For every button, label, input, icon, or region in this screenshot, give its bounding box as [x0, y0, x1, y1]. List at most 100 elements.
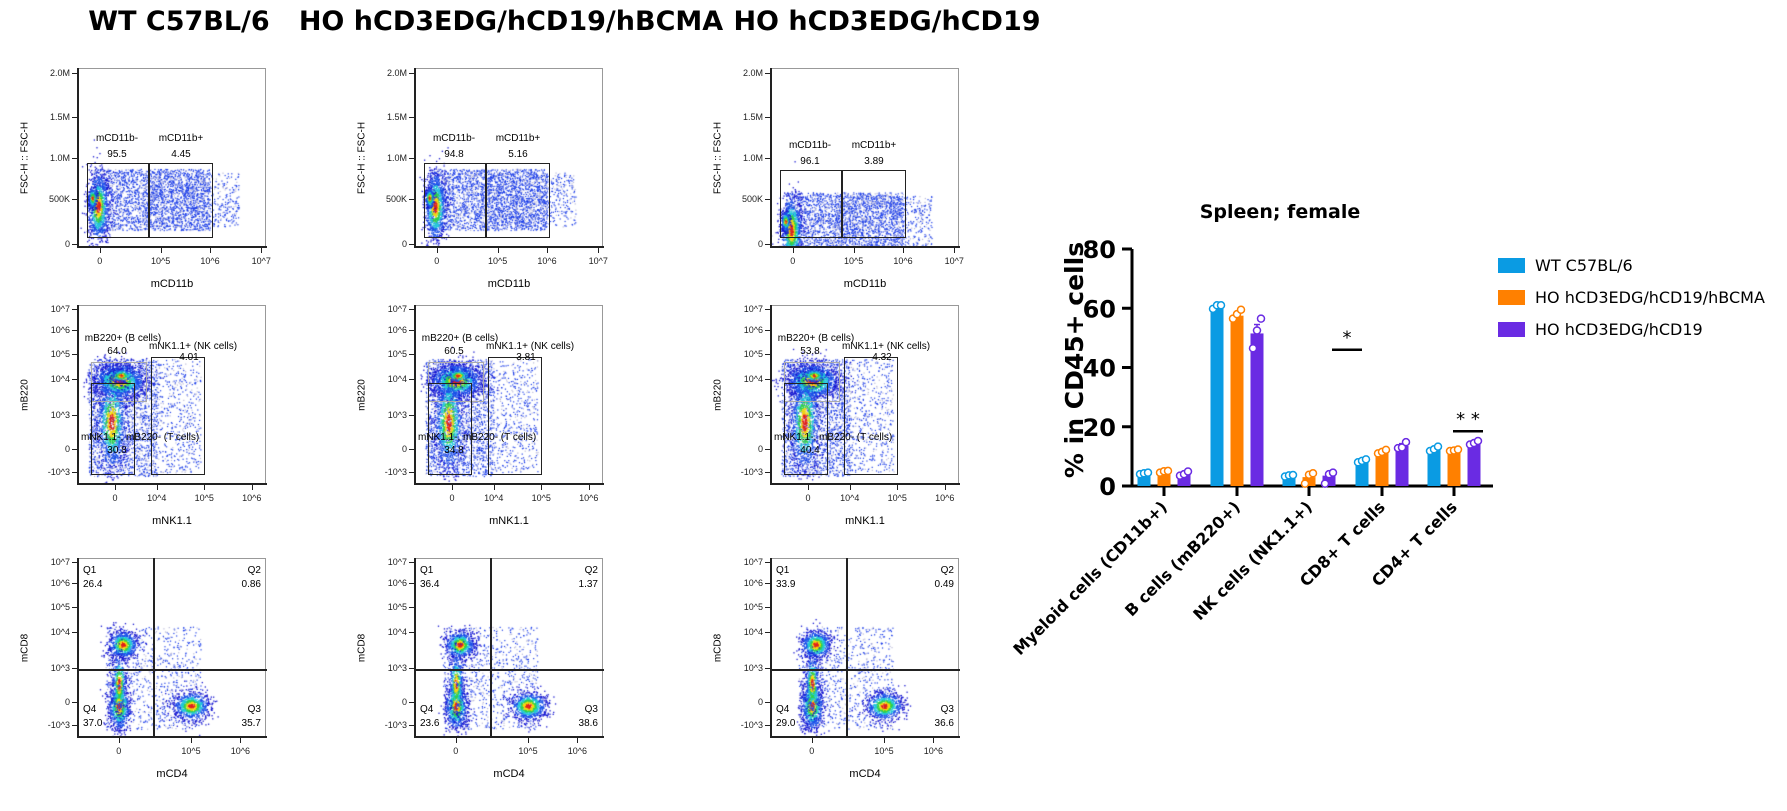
x-tick-mark	[210, 248, 211, 253]
y-tick-mark	[409, 414, 414, 416]
x-tick-mark	[497, 248, 499, 253]
x-axis-label: mNK1.1	[845, 515, 885, 527]
plot-frame	[770, 558, 959, 737]
gate-label: mNK1.1+ (NK cells)	[149, 341, 238, 352]
y-tick-label: 0	[64, 697, 70, 707]
y-tick-mark	[409, 73, 414, 75]
flow-density-dots	[414, 68, 604, 248]
legend-swatch	[1498, 257, 1525, 273]
y-tick-mark	[72, 561, 77, 563]
data-point	[1361, 455, 1371, 464]
x-tick-mark	[808, 485, 809, 490]
gate-value: 3.81	[516, 352, 536, 363]
gate-value: 60.5	[444, 346, 464, 357]
quadrant-value: 35.7	[241, 718, 261, 729]
y-axis	[414, 558, 416, 738]
chart-title: Spleen; female	[1200, 201, 1360, 223]
y-axis-label: % in CD45+ cells	[1060, 242, 1089, 478]
gate	[842, 170, 906, 238]
quadrant-value: 37.0	[83, 718, 103, 729]
gate	[424, 163, 486, 238]
gate-value: 30.8	[107, 445, 127, 456]
x-tick-label: 10^6	[935, 493, 955, 503]
gate	[784, 362, 840, 402]
x-tick-label: 10^5	[181, 746, 201, 756]
column-title: HO hCD3EDG/hCD19	[733, 6, 1041, 37]
x-tick-mark	[541, 485, 543, 490]
y-axis	[77, 305, 79, 485]
y-axis	[770, 558, 772, 738]
y-tick-label: 500K	[385, 194, 407, 205]
y-tick-mark	[765, 583, 770, 585]
y-tick-label: 10^6	[50, 578, 70, 589]
y-tick-mark	[765, 606, 770, 608]
data-point	[1252, 326, 1262, 335]
gate-label: mB220+ (B cells)	[777, 333, 855, 344]
y-tick-mark	[765, 631, 770, 633]
x-tick-label: 10^4	[147, 493, 167, 503]
y-tick-mark	[409, 725, 414, 727]
x-tick-label: 10^5	[518, 746, 538, 756]
x-tick-label: Myeloid cells (CD11b+)	[1009, 497, 1170, 658]
y-tick-label: 0	[757, 444, 763, 454]
y-tick-label: 10^7	[743, 556, 763, 567]
y-tick-mark	[72, 199, 77, 201]
y-tick-label: 10^4	[743, 626, 763, 637]
flow-cytometry-plot: 10^7 10^6 10^5 10^4 10^3 0 -10^3 0 10^4 10^5 10^6 m…	[713, 304, 960, 527]
bar	[1230, 315, 1244, 486]
x-tick-label: 10^6	[567, 746, 588, 756]
y-tick-mark	[765, 308, 770, 310]
gate-label: mNK1.1-, mB220- (T cells)	[774, 432, 893, 443]
gate-value: 4.45	[171, 149, 191, 160]
legend-label: HO hCD3EDG/hCD19/hBCMA	[1535, 287, 1765, 307]
quadrant-line-horizontal	[414, 669, 604, 671]
x-tick-mark	[115, 485, 116, 490]
gate-label: mNK1.1-, mB220- (T cells)	[81, 432, 200, 443]
gate-label: mB220+ (B cells)	[84, 333, 162, 344]
x-tick-mark	[156, 485, 158, 490]
y-tick-label: -10^3	[47, 720, 70, 731]
quadrant-label: Q2	[940, 565, 954, 576]
y-tick-mark	[72, 583, 77, 585]
y-tick-mark	[409, 308, 414, 310]
flow-density-dots	[770, 305, 960, 485]
y-tick-label: -10^3	[740, 467, 763, 478]
gate-label: mCD11b-	[95, 133, 139, 144]
significance-marker: *	[1343, 328, 1352, 349]
y-tick-label: 10^6	[387, 578, 407, 589]
y-tick-label: 1.0M	[742, 153, 763, 163]
gate	[149, 163, 213, 238]
plot-frame	[77, 68, 266, 247]
gate	[780, 170, 842, 238]
data-point	[1300, 479, 1310, 488]
x-tick-mark	[251, 485, 253, 490]
x-tick-label: 10^5	[194, 493, 214, 503]
x-tick-mark	[944, 485, 946, 490]
gate	[784, 383, 828, 475]
y-tick-mark	[72, 449, 77, 450]
x-axis	[770, 483, 960, 485]
x-tick-label: 10^5	[487, 256, 508, 266]
x-axis	[414, 736, 604, 738]
y-axis	[77, 68, 79, 248]
x-tick-mark	[455, 738, 457, 743]
legend-label: WT C57BL/6	[1535, 255, 1633, 275]
x-tick-mark	[853, 248, 855, 253]
y-tick-mark	[409, 631, 414, 633]
bar	[1250, 333, 1264, 486]
y-tick-label: 10^6	[50, 325, 70, 336]
y-tick-label: 10^7	[50, 303, 70, 314]
x-axis-label: mNK1.1	[489, 515, 529, 527]
gate-value: 53.8	[800, 346, 820, 357]
x-tick-mark	[547, 248, 548, 253]
flow-cytometry-plot: 10^7 10^6 10^5 10^4 10^3 0 -10^3 0 10^5 10^6 mCD8 m…	[20, 557, 267, 780]
data-point	[1236, 305, 1246, 314]
gate	[151, 357, 205, 475]
data-point	[1288, 470, 1298, 480]
plot-frame	[414, 68, 603, 247]
y-tick-mark	[72, 73, 77, 75]
quadrant-value: 1.37	[578, 579, 598, 590]
quadrant-label: Q1	[420, 565, 434, 576]
y-tick-label: 20	[1083, 414, 1116, 442]
quadrant-line-horizontal	[77, 669, 267, 671]
